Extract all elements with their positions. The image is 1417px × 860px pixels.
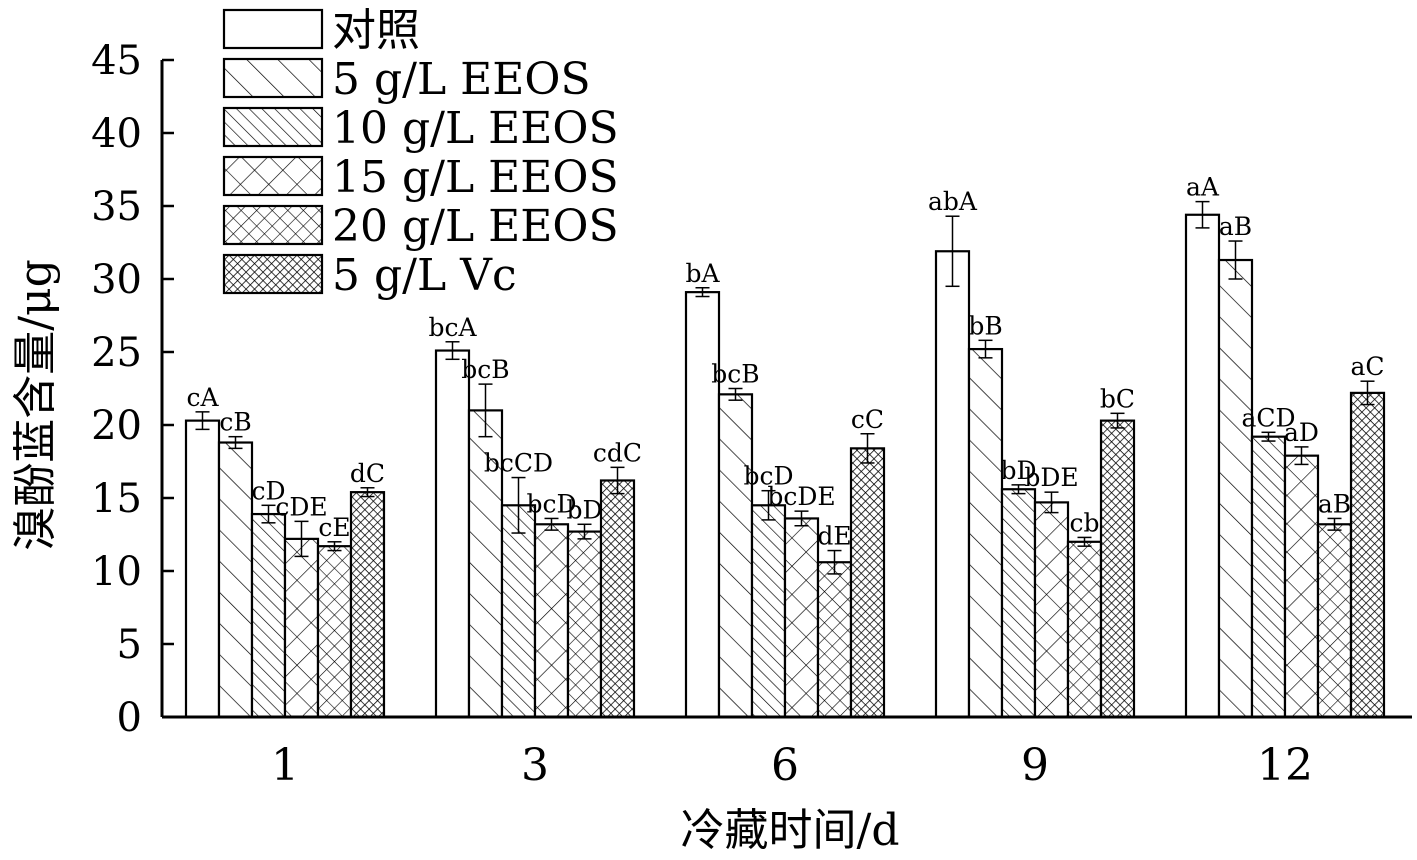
significance-label: cC [851, 405, 884, 434]
significance-label: cdC [593, 438, 642, 467]
significance-label: aD [1284, 418, 1319, 447]
y-tick-label: 20 [91, 403, 142, 449]
bar [250, 512, 287, 719]
x-tick-label: 1 [271, 740, 299, 791]
y-tick-label: 25 [91, 330, 142, 376]
bar [1316, 523, 1353, 719]
y-tick-label: 45 [91, 38, 142, 84]
bar [1000, 488, 1037, 719]
x-tick-label: 3 [521, 740, 549, 791]
bar [349, 491, 386, 719]
significance-label: bB [968, 311, 1002, 340]
significance-label: cB [219, 408, 251, 437]
bar [1283, 454, 1320, 719]
legend-swatch [222, 57, 324, 99]
bar [684, 291, 721, 719]
bar [500, 504, 537, 719]
bars-layer [184, 200, 1386, 719]
significance-label: bcDE [767, 482, 835, 511]
significance-label: bcA [428, 313, 477, 342]
axes [160, 60, 1412, 719]
significance-label: bcD [743, 462, 793, 491]
bar [934, 250, 971, 719]
legend-label: 5 g/L EEOS [332, 54, 591, 105]
significance-label: dC [350, 459, 385, 488]
significance-label: bDE [1024, 463, 1078, 492]
significance-label: bD [1000, 456, 1036, 485]
bar [1099, 419, 1136, 719]
y-tick-label: 10 [91, 549, 142, 595]
bar [849, 447, 886, 719]
legend-label: 20 g/L EEOS [332, 201, 619, 252]
y-axis-ticks: 0 5 10 15 20 25 30 35 40 45 [91, 38, 174, 741]
legend-swatch [222, 106, 324, 148]
legend-swatch [222, 8, 324, 50]
significance-label: bcCD [484, 449, 553, 478]
significance-label: cA [186, 383, 219, 412]
bar [566, 530, 603, 719]
y-tick-label: 30 [91, 257, 142, 303]
x-tick-label: 6 [771, 740, 799, 791]
bar [283, 537, 320, 719]
y-tick-label: 15 [91, 476, 142, 522]
y-axis-label: 溴酚蓝含量/μg [10, 259, 61, 551]
bar [1217, 258, 1254, 719]
bar [316, 545, 353, 719]
bar [750, 504, 787, 719]
significance-label: cE [318, 513, 350, 542]
significance-label: bA [685, 259, 720, 288]
legend-swatch [222, 253, 324, 295]
x-axis-ticks: 1 3 6 9 12 [271, 740, 1313, 791]
significance-label: aB [1318, 489, 1351, 518]
legend-swatch [222, 155, 324, 197]
bar [1250, 435, 1287, 719]
significance-label: bcB [711, 360, 759, 389]
significance-label: cDE [275, 492, 327, 521]
x-tick-label: 12 [1257, 740, 1313, 791]
bar [1033, 501, 1070, 719]
y-tick-label: 35 [91, 184, 142, 230]
y-tick-label: 40 [91, 111, 142, 157]
bar [717, 393, 754, 719]
bar [1349, 391, 1386, 719]
bar [967, 347, 1004, 719]
bar [217, 441, 254, 719]
significance-label: bcD [526, 489, 576, 518]
legend-label: 对照 [332, 5, 420, 56]
bar [533, 523, 570, 719]
significance-label: bC [1100, 384, 1135, 413]
legend-label: 10 g/L EEOS [332, 103, 619, 154]
legend-swatch [222, 204, 324, 246]
significance-label: bD [566, 495, 602, 524]
bar [184, 419, 221, 719]
x-tick-label: 9 [1021, 740, 1049, 791]
bar [1184, 213, 1221, 719]
significance-label: cD [251, 476, 285, 505]
significance-label: bcB [461, 355, 509, 384]
significance-label: cb [1069, 508, 1099, 537]
bar [816, 561, 853, 719]
y-tick-label: 0 [117, 695, 142, 741]
x-axis-label: 冷藏时间/d [681, 805, 900, 856]
legend-label: 15 g/L EEOS [332, 152, 619, 203]
significance-label: abA [928, 187, 978, 216]
bar [1066, 540, 1103, 719]
significance-label: aC [1350, 352, 1384, 381]
significance-label: aB [1219, 212, 1252, 241]
bar [434, 349, 471, 719]
significance-label: aCD [1241, 403, 1295, 432]
bar [599, 479, 636, 719]
bar [783, 517, 820, 719]
significance-label: dE [817, 522, 851, 551]
y-tick-label: 5 [117, 622, 142, 668]
significance-label: aA [1186, 173, 1220, 202]
legend-label: 5 g/L Vc [332, 250, 517, 301]
